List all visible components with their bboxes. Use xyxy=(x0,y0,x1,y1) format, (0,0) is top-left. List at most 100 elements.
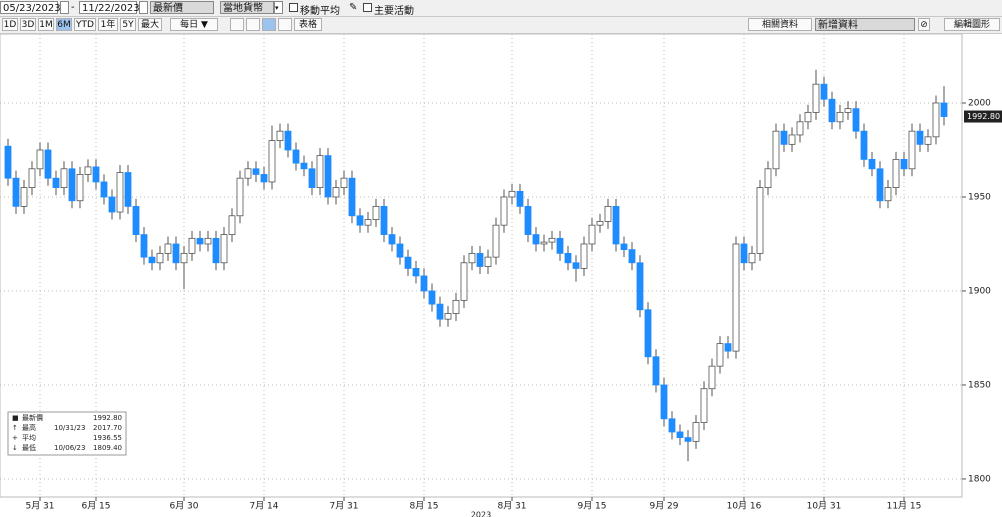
candle-body xyxy=(324,155,332,198)
stats-value: 1809.40 xyxy=(93,444,122,452)
table-button[interactable]: 表格 xyxy=(294,18,322,31)
edit-chart[interactable]: 編輯圖形 xyxy=(944,18,1000,31)
chart: 1800 1850 1900 1950 2000 5月 31 6月 15 6月 30 7月 14… xyxy=(0,34,1002,517)
candle-body xyxy=(236,177,244,217)
candle-body xyxy=(892,158,900,188)
key-events[interactable]: 主要活動 xyxy=(374,6,414,17)
candle-body xyxy=(340,177,348,188)
last-price-tag xyxy=(964,110,1002,123)
candle-body xyxy=(276,130,284,141)
candle-body xyxy=(820,83,828,100)
x-tick-label: 8月 15 xyxy=(409,501,438,512)
calendar-icon[interactable] xyxy=(60,1,69,14)
candle-body xyxy=(156,252,164,264)
candle-body xyxy=(60,168,68,188)
candle-body xyxy=(444,313,452,320)
stats-symbol: ■ xyxy=(12,414,19,422)
candle-body xyxy=(284,130,292,151)
candle-body xyxy=(428,290,436,305)
candle-body xyxy=(228,215,236,235)
range-button[interactable]: 1M xyxy=(38,18,54,31)
small-button[interactable] xyxy=(246,18,260,31)
x-tick-label: 10月 16 xyxy=(727,501,762,512)
small-button[interactable] xyxy=(278,18,292,31)
candle-body xyxy=(300,162,308,170)
end-date[interactable]: 11/22/2023 xyxy=(79,1,140,14)
related-data[interactable]: 相關資料 xyxy=(748,18,812,31)
x-tick-label: 8月 31 xyxy=(497,501,526,512)
x-tick-label: 7月 14 xyxy=(249,501,278,512)
candle-body xyxy=(620,243,628,251)
candle-body xyxy=(836,111,844,123)
stats-name: 最低 xyxy=(22,443,36,452)
checkbox[interactable] xyxy=(363,3,372,12)
candle-body xyxy=(556,237,564,254)
stats-name: 平均 xyxy=(22,433,36,442)
candle-body xyxy=(740,243,748,264)
candle-body xyxy=(116,172,124,213)
candle-body xyxy=(916,130,924,145)
range-button[interactable]: 6M xyxy=(56,18,72,31)
candle-body xyxy=(268,140,276,183)
candle-body xyxy=(476,252,484,267)
candle-body xyxy=(932,102,940,138)
candle-body xyxy=(308,168,316,188)
range-button[interactable]: YTD xyxy=(74,18,96,31)
candle-body xyxy=(524,205,532,235)
candle-body xyxy=(364,219,372,226)
candle-body xyxy=(596,221,604,226)
candle-body xyxy=(516,190,524,207)
candle-body xyxy=(572,262,580,269)
range-button[interactable]: 3D xyxy=(20,18,36,31)
small-button[interactable] xyxy=(230,18,244,31)
candle-body xyxy=(652,356,660,386)
small-button[interactable] xyxy=(262,18,276,31)
currency-select[interactable]: 當地貨幣 xyxy=(220,1,274,14)
candle-body xyxy=(220,234,228,264)
candle-body xyxy=(660,384,668,420)
candle-body xyxy=(724,343,732,352)
x-tick-label: 5月 31 xyxy=(25,501,54,512)
candle-body xyxy=(732,243,740,352)
candle-body xyxy=(12,177,20,207)
candle-body xyxy=(244,168,252,179)
candle-body xyxy=(468,252,476,264)
pencil-icon[interactable]: ✎ xyxy=(349,2,358,13)
range-button[interactable]: 最大 xyxy=(138,18,162,31)
candle-body xyxy=(780,130,788,145)
calendar-icon[interactable] xyxy=(139,1,148,14)
candle-body xyxy=(604,205,612,222)
candle-body xyxy=(68,168,76,202)
range-button[interactable]: 1年 xyxy=(98,18,118,31)
clear-button[interactable]: ⊘ xyxy=(918,18,930,31)
candle-body xyxy=(764,168,772,188)
stats-symbol: ↑ xyxy=(12,424,18,432)
stats-symbol: ↓ xyxy=(12,444,18,452)
candle-body xyxy=(356,215,364,226)
candle-body xyxy=(772,130,780,170)
candle-body xyxy=(564,252,572,264)
frequency-select[interactable]: 每日 ▼ xyxy=(170,18,218,31)
candle-body xyxy=(292,149,300,164)
candle-body xyxy=(76,174,84,202)
y-tick-label: 1850 xyxy=(968,380,991,390)
add-data[interactable]: 新增資料 xyxy=(815,18,915,31)
moving-average[interactable]: 移動平均 xyxy=(300,6,340,17)
toolbar-top: 05/23/2023 - 11/22/2023 最新價 當地貨幣 ▾ 移動平均 … xyxy=(0,0,1002,17)
candle-body xyxy=(748,252,756,264)
candle-body xyxy=(196,237,204,245)
candle-body xyxy=(612,205,620,245)
range-button[interactable]: 1D xyxy=(2,18,18,31)
candle-body xyxy=(460,262,468,301)
candle-body xyxy=(108,196,116,213)
checkbox[interactable] xyxy=(289,3,298,12)
dropdown-arrow[interactable]: ▾ xyxy=(274,1,283,14)
start-date[interactable]: 05/23/2023 xyxy=(0,1,61,14)
field-select[interactable]: 最新價 xyxy=(150,1,214,14)
candle-body xyxy=(36,149,44,170)
range-button[interactable]: 5Y xyxy=(120,18,136,31)
candle-body xyxy=(4,145,12,179)
y-tick-label: 2000 xyxy=(968,98,991,108)
candle-body xyxy=(924,136,932,145)
